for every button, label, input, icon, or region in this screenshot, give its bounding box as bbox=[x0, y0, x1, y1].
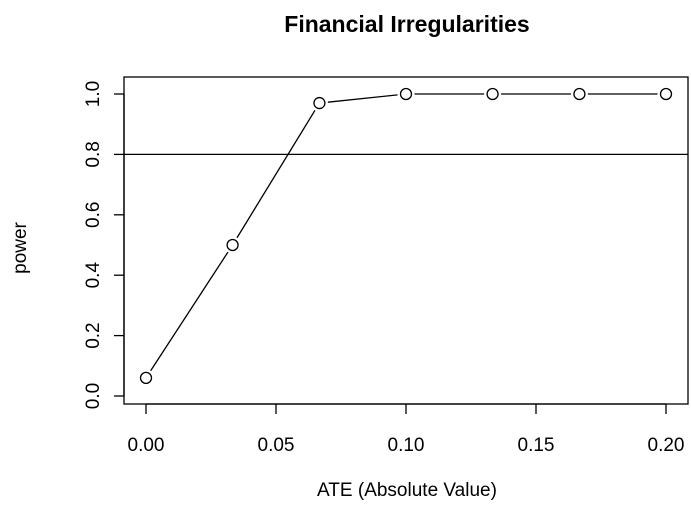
x-tick-label: 0.05 bbox=[258, 435, 295, 456]
x-tick-label: 0.10 bbox=[388, 435, 425, 456]
x-axis-label: ATE (Absolute Value) bbox=[317, 480, 497, 501]
y-axis: 0.0 0.2 0.4 0.6 0.8 1.0 bbox=[83, 81, 125, 409]
x-tick-label: 0.20 bbox=[648, 435, 685, 456]
data-point bbox=[139, 371, 153, 385]
y-tick-label: 0.6 bbox=[83, 202, 104, 228]
data-point bbox=[659, 87, 673, 101]
y-tick-label: 0.0 bbox=[83, 383, 104, 409]
series-group bbox=[139, 87, 673, 385]
x-axis: 0.00 0.05 0.10 0.15 0.20 bbox=[128, 403, 685, 456]
y-tick-label: 1.0 bbox=[83, 81, 104, 107]
data-point bbox=[573, 87, 586, 101]
y-axis-label: power bbox=[10, 221, 31, 273]
series-segment bbox=[150, 251, 229, 372]
series-segment bbox=[236, 109, 316, 239]
x-tick-label: 0.15 bbox=[518, 435, 555, 456]
data-point bbox=[313, 96, 326, 110]
y-tick-label: 0.8 bbox=[83, 141, 104, 167]
data-point bbox=[486, 87, 499, 101]
y-tick-label: 0.2 bbox=[83, 322, 104, 348]
x-tick-label: 0.00 bbox=[128, 435, 165, 456]
series-segment bbox=[327, 94, 398, 103]
plot-frame bbox=[123, 76, 689, 405]
data-point bbox=[226, 238, 239, 252]
data-point bbox=[399, 87, 413, 101]
y-tick-label: 0.4 bbox=[83, 262, 104, 289]
chart-title: Financial Irregularities bbox=[284, 11, 529, 37]
